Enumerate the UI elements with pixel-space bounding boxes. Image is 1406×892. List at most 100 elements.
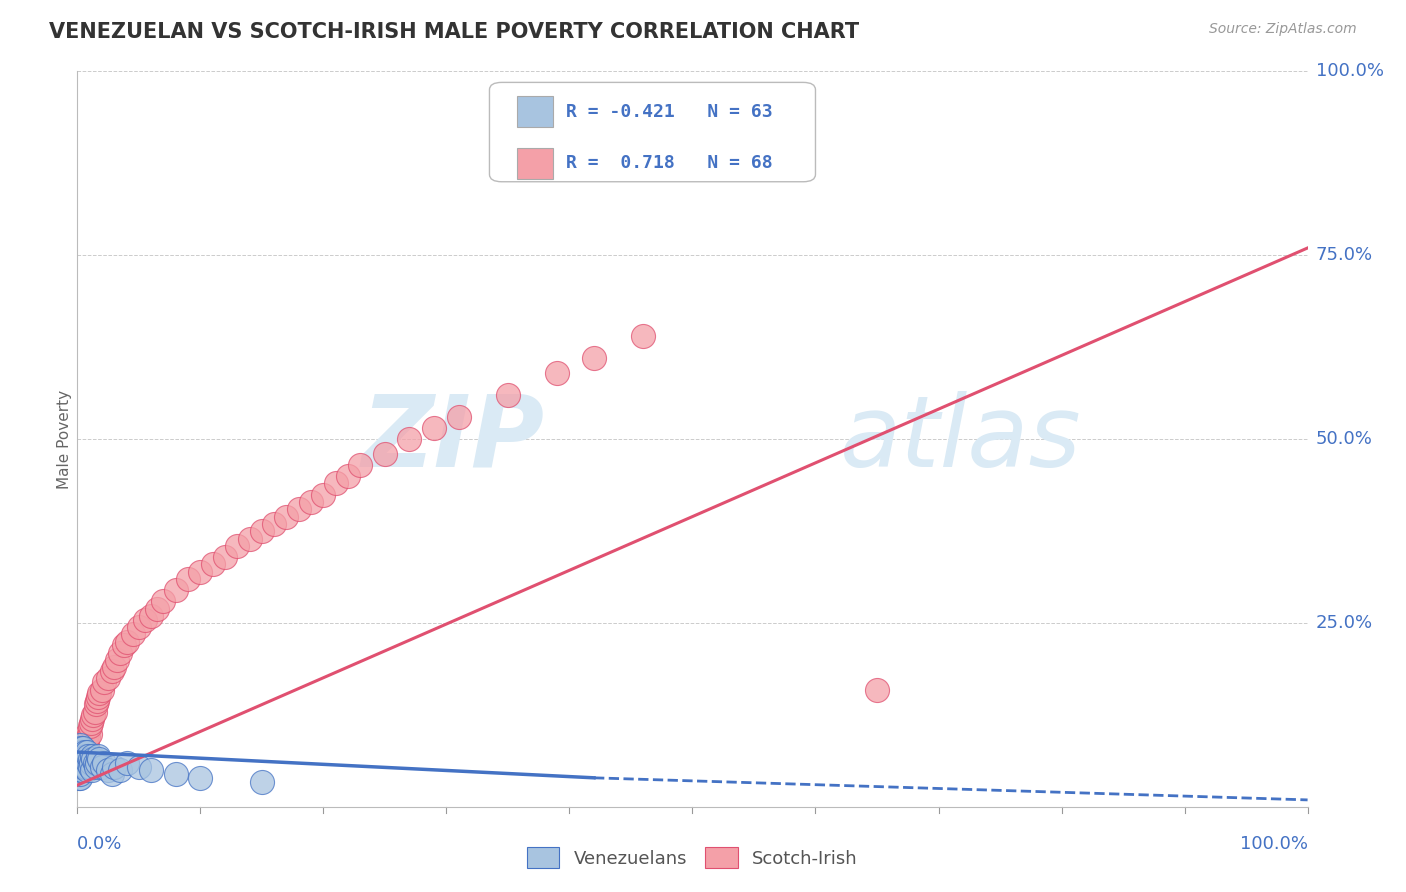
Text: 25.0%: 25.0%: [1316, 615, 1374, 632]
Point: [239, 532, 262, 546]
Point: [423, 421, 446, 435]
Point: [79, 726, 101, 740]
Text: Source: ZipAtlas.com: Source: ZipAtlas.com: [1209, 22, 1357, 37]
Point: [128, 620, 150, 634]
Point: [97, 764, 120, 778]
Point: [141, 608, 163, 623]
Point: [214, 549, 236, 565]
Y-axis label: Male Poverty: Male Poverty: [56, 390, 72, 489]
Point: [70, 741, 93, 756]
Legend: Venezuelans, Scotch-Irish: Venezuelans, Scotch-Irish: [520, 840, 865, 876]
Point: [75, 741, 97, 756]
Point: [226, 539, 249, 553]
Text: ZIP: ZIP: [361, 391, 546, 488]
Point: [70, 764, 93, 778]
FancyBboxPatch shape: [489, 82, 815, 182]
Point: [447, 410, 470, 425]
Point: [70, 764, 93, 778]
Point: [101, 767, 124, 781]
Point: [77, 731, 100, 745]
Point: [349, 458, 371, 472]
Point: [89, 686, 111, 700]
Point: [69, 752, 91, 766]
Point: [72, 748, 94, 763]
Point: [374, 447, 396, 461]
Point: [76, 726, 98, 740]
Point: [69, 738, 91, 752]
Text: R =  0.718   N = 68: R = 0.718 N = 68: [565, 154, 772, 172]
Point: [75, 760, 97, 774]
Point: [201, 558, 224, 572]
Text: 0.0%: 0.0%: [77, 835, 122, 853]
Point: [90, 682, 114, 697]
Point: [67, 756, 90, 770]
Point: [76, 764, 98, 778]
Point: [86, 756, 108, 770]
Point: [79, 752, 101, 766]
Point: [70, 756, 93, 770]
Point: [583, 351, 606, 366]
FancyBboxPatch shape: [516, 96, 554, 128]
Point: [115, 634, 138, 648]
Point: [70, 756, 93, 770]
Point: [165, 767, 187, 781]
Point: [69, 764, 91, 778]
Point: [70, 745, 93, 759]
Text: 75.0%: 75.0%: [1316, 246, 1374, 264]
Point: [82, 748, 104, 763]
Point: [73, 760, 96, 774]
Point: [72, 748, 94, 763]
Point: [70, 748, 93, 763]
Point: [188, 565, 212, 579]
Point: [69, 771, 91, 785]
Point: [70, 745, 93, 759]
Point: [93, 675, 115, 690]
Point: [141, 764, 163, 778]
Text: VENEZUELAN VS SCOTCH-IRISH MALE POVERTY CORRELATION CHART: VENEZUELAN VS SCOTCH-IRISH MALE POVERTY …: [49, 22, 859, 42]
Point: [67, 748, 90, 763]
Point: [70, 741, 93, 756]
Point: [86, 693, 108, 707]
Text: R = -0.421   N = 63: R = -0.421 N = 63: [565, 103, 772, 120]
Point: [112, 639, 135, 653]
Text: 50.0%: 50.0%: [1316, 430, 1372, 449]
Point: [76, 738, 98, 752]
Point: [82, 712, 104, 726]
Point: [276, 509, 298, 524]
Point: [84, 698, 107, 712]
Point: [75, 748, 97, 763]
Point: [90, 760, 114, 774]
Point: [69, 748, 91, 763]
Point: [82, 708, 104, 723]
Point: [73, 745, 96, 759]
Point: [70, 756, 93, 770]
Point: [82, 764, 104, 778]
Point: [105, 653, 128, 667]
Point: [72, 756, 94, 770]
Point: [101, 664, 124, 678]
Point: [115, 756, 138, 770]
Point: [69, 767, 91, 781]
Point: [73, 734, 96, 748]
Point: [299, 495, 322, 509]
Point: [75, 756, 97, 770]
Point: [77, 748, 100, 763]
Point: [72, 738, 94, 752]
Point: [312, 487, 335, 501]
Point: [80, 715, 103, 730]
Point: [69, 760, 91, 774]
Point: [79, 760, 101, 774]
Point: [76, 752, 98, 766]
Point: [325, 476, 347, 491]
Point: [337, 469, 360, 483]
Point: [67, 741, 90, 756]
Point: [69, 756, 91, 770]
Point: [67, 767, 90, 781]
Point: [146, 601, 169, 615]
Point: [75, 731, 97, 745]
Point: [128, 760, 150, 774]
Point: [93, 756, 115, 770]
Point: [250, 774, 273, 789]
Point: [633, 329, 655, 343]
Point: [70, 752, 93, 766]
